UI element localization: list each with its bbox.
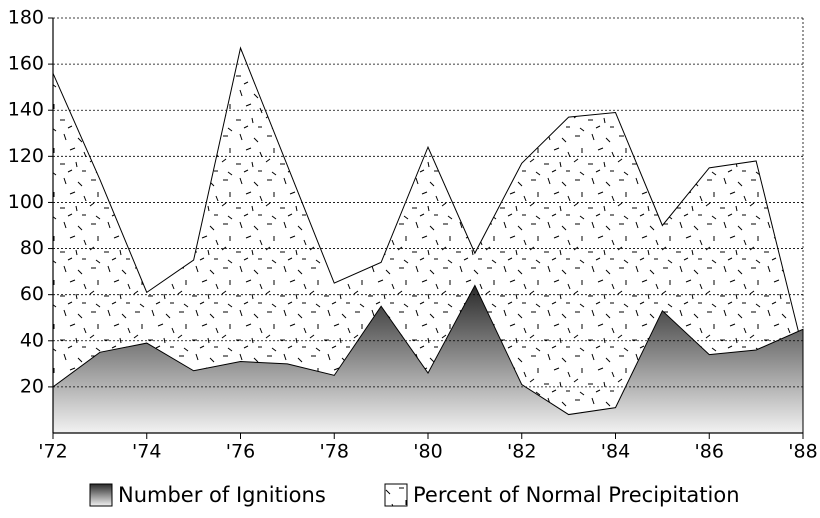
x-tick-label: '80 (413, 441, 442, 463)
y-tick-label: 140 (8, 99, 44, 121)
x-tick-label: '72 (38, 441, 67, 463)
area (52, 284, 804, 434)
legend-label: Percent of Normal Precipitation (413, 483, 740, 507)
y-tick-label: 100 (8, 191, 44, 213)
y-tick-label: 160 (8, 53, 44, 75)
y-tick-label: 20 (20, 375, 44, 397)
legend-swatch (89, 483, 113, 507)
y-tick-label: 40 (20, 329, 44, 351)
x-tick-label: '76 (226, 441, 255, 463)
x-tick-label: '88 (788, 441, 817, 463)
x-tick-label: '84 (601, 441, 630, 463)
legend-label: Number of Ignitions (118, 483, 326, 507)
x-tick-label: '78 (320, 441, 349, 463)
x-tick-label: '82 (507, 441, 536, 463)
y-tick-label: 60 (20, 283, 44, 305)
y-tick-label: 80 (20, 237, 44, 259)
area (52, 46, 804, 434)
x-tick-label: '86 (695, 441, 724, 463)
y-tick-label: 120 (8, 145, 44, 167)
legend-swatch (384, 483, 408, 507)
x-tick-label: '74 (132, 441, 161, 463)
y-tick-label: 180 (8, 7, 44, 29)
